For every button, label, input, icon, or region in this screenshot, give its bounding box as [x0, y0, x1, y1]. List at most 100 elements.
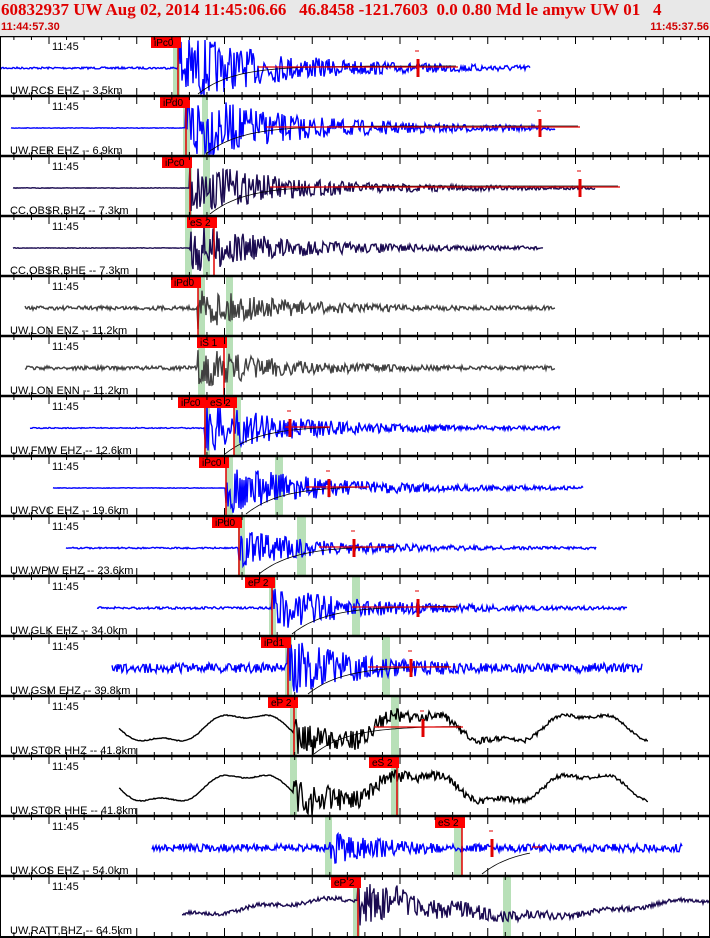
- station-panel[interactable]: iPd0 11:45 UW,RER EHZ -- 6.9km: [0, 94, 710, 157]
- station-panel[interactable]: iS 1 11:45 UW,LON ENN -- 11.2km: [0, 334, 710, 397]
- minute-label: 11:45: [52, 821, 79, 833]
- waveform-trace: [24, 350, 556, 387]
- phase-pick-label: eS 2: [190, 218, 211, 229]
- amplitude-marker: [578, 179, 582, 197]
- phase-pick-flag[interactable]: [261, 637, 291, 648]
- phase-pick-flag[interactable]: [171, 277, 201, 288]
- waveform-trace: [12, 163, 596, 212]
- coda-curve: [209, 185, 618, 215]
- phase-pick-flag[interactable]: [369, 757, 399, 768]
- phase-pick-label: iPd0: [174, 278, 194, 289]
- coda-curve: [205, 125, 578, 155]
- waveform-trace: [111, 640, 643, 693]
- station-panel[interactable]: iPc0 11:45 UW,RCS EHZ -- 3.5km: [0, 36, 710, 97]
- waveform-trace: [52, 469, 584, 513]
- coda-curve: [224, 427, 331, 455]
- phase-window: [198, 337, 205, 396]
- station-label: CC,OBSR,BHE -- 7.3km: [10, 265, 129, 277]
- phase-pick-flag[interactable]: [151, 37, 181, 48]
- station-label: UW,FMW EHZ -- 12.6km: [10, 445, 132, 457]
- phase-pick-flag[interactable]: [197, 337, 227, 348]
- phase-pick-flag[interactable]: [162, 157, 192, 168]
- amplitude-marker: [409, 659, 413, 677]
- minute-label: 11:45: [52, 101, 79, 113]
- station-panel[interactable]: iPd0 11:45 UW,WPW EHZ -- 23.6km: [0, 514, 710, 577]
- phase-window: [185, 217, 192, 276]
- waveform-trace: [24, 290, 556, 330]
- phase-pick-flag[interactable]: [331, 877, 361, 888]
- station-panel[interactable]: iPc0 eS 2 11:45 UW,FMW EHZ -- 12.6km: [0, 394, 710, 457]
- waveform-trace: [181, 884, 710, 926]
- station-panel[interactable]: iPc0 11:45 UW,RVC EHZ -- 19.6km: [0, 454, 710, 517]
- station-panel[interactable]: iPd0 11:45 UW,LON ENZ -- 11.2km: [0, 274, 710, 337]
- phase-pick-label: eP 2: [334, 878, 355, 889]
- station-label: UW,LON ENZ -- 11.2km: [10, 325, 127, 337]
- amplitude-marker: [416, 599, 420, 617]
- phase-pick-flag[interactable]: [268, 697, 298, 708]
- phase-pick-flag[interactable]: [435, 817, 465, 828]
- phase-pick-label: eP 2: [271, 698, 292, 709]
- event-header: 60832937 UW Aug 02, 2014 11:45:06.66 46.…: [0, 0, 710, 36]
- station-panel[interactable]: eP 2 11:45 UW,GLK EHZ -- 34.0km: [0, 574, 710, 637]
- station-label: UW,WPW EHZ -- 23.6km: [10, 565, 133, 577]
- minute-label: 11:45: [52, 161, 79, 173]
- minute-label: 11:45: [52, 221, 79, 233]
- waveform-trace: [0, 39, 531, 96]
- phase-window: [203, 217, 210, 276]
- phase-pick-flag[interactable]: [207, 397, 237, 408]
- phase-window: [238, 517, 245, 576]
- phase-pick-label: iPc0: [181, 398, 201, 409]
- phase-window: [391, 757, 399, 816]
- minute-label: 11:45: [52, 641, 79, 653]
- amplitude-marker: [490, 839, 494, 857]
- station-panel[interactable]: iPd1 11:45 UW,GSM EHZ -- 39.8km: [0, 634, 710, 697]
- phase-pick-label: iPc0: [154, 38, 174, 49]
- phase-pick-flag[interactable]: [245, 577, 275, 588]
- phase-pick-label: eS 2: [372, 758, 393, 769]
- phase-pick-label: eS 2: [210, 398, 231, 409]
- minute-label: 11:45: [52, 281, 79, 293]
- phase-pick-flag[interactable]: [187, 217, 217, 228]
- station-panel[interactable]: eS 2 11:45 UW,STOR HHE -- 41.8km: [0, 754, 710, 817]
- coda-curve: [481, 852, 531, 875]
- phase-pick-label: iPd0: [215, 518, 235, 529]
- waveform-trace: [29, 404, 561, 451]
- waveform-trace: [65, 531, 597, 569]
- phase-window: [454, 817, 462, 876]
- phase-pick-flag[interactable]: [212, 517, 242, 528]
- window-start-time: 11:44:57.30: [1, 21, 60, 33]
- station-label: UW,LON ENN -- 11.2km: [10, 385, 128, 397]
- phase-pick-flag[interactable]: [178, 397, 208, 408]
- minute-label: 11:45: [52, 41, 79, 53]
- phase-window: [173, 37, 180, 96]
- amplitude-marker: [352, 539, 356, 557]
- waveform-trace: [151, 831, 683, 864]
- station-label: UW,KOS EHZ -- 54.0km: [10, 865, 129, 877]
- seismogram-plot: iPc0 11:45 UW,RCS EHZ -- 3.5km iPd0 11:45 UW,…: [0, 36, 710, 938]
- station-panel[interactable]: iPc0 11:45 CC,OBSR,BHZ -- 7.3km: [0, 154, 710, 217]
- amplitude-marker: [538, 119, 542, 137]
- minute-label: 11:45: [52, 761, 79, 773]
- amplitude-marker: [288, 419, 292, 437]
- minute-label: 11:45: [52, 581, 79, 593]
- amplitude-marker: [327, 479, 331, 497]
- station-panel[interactable]: eP 2 11:45 UW,RATT,BHZ -- 64.5km: [0, 874, 710, 937]
- phase-pick-label: eS 2: [438, 818, 459, 829]
- phase-pick-label: iS 1: [200, 338, 218, 349]
- amplitude-marker: [421, 719, 425, 737]
- minute-label: 11:45: [52, 881, 79, 893]
- minute-label: 11:45: [52, 341, 79, 353]
- phase-pick-flag[interactable]: [160, 97, 190, 108]
- waveform-trace: [96, 589, 628, 628]
- phase-pick-flag[interactable]: [199, 457, 229, 468]
- waveform-trace: [12, 225, 544, 271]
- minute-label: 11:45: [52, 521, 79, 533]
- station-panel[interactable]: eP 2 11:45 UW,STOR HHZ -- 41.8km: [0, 694, 710, 757]
- phase-window: [353, 877, 360, 936]
- station-panel[interactable]: eS 2 11:45 CC,OBSR,BHE -- 7.3km: [0, 214, 710, 277]
- waveform-trace: [118, 769, 649, 816]
- station-panel[interactable]: eS 2 11:45 UW,KOS EHZ -- 54.0km: [0, 814, 710, 877]
- station-label: UW,RATT,BHZ -- 64.5km: [10, 925, 132, 937]
- minute-label: 11:45: [52, 401, 79, 413]
- minute-label: 11:45: [52, 461, 79, 473]
